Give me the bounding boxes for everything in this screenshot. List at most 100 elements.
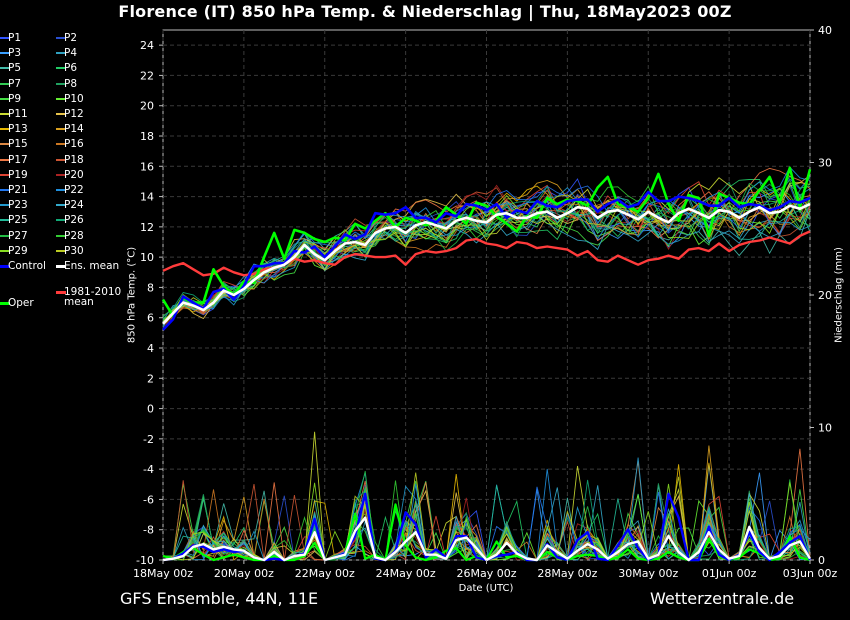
legend-swatch: [0, 249, 10, 252]
legend-swatch: [56, 52, 66, 55]
legend-label: P12: [64, 108, 84, 120]
y-tick-label: 4: [147, 342, 154, 355]
legend-label: P5: [8, 62, 22, 75]
legend-label: P13: [8, 123, 28, 136]
legend-swatch: [56, 234, 66, 237]
legend-swatch: [0, 67, 10, 70]
legend-swatch: [0, 265, 10, 268]
y-tick-label: 0: [147, 403, 154, 416]
model-caption: GFS Ensemble, 44N, 11E: [120, 589, 319, 608]
x-tick-label: 20May 00z: [214, 567, 274, 580]
legend-swatch: [56, 219, 66, 222]
legend-swatch: [0, 189, 10, 191]
legend-swatch: [56, 204, 66, 207]
legend-label: P21: [8, 184, 28, 196]
y2-tick-label: 10: [818, 422, 832, 435]
y-tick-label: 12: [140, 221, 154, 234]
member-temp-line-p21: [162, 185, 811, 328]
y-tick-label: 20: [140, 100, 154, 113]
legend-swatch: [0, 128, 10, 131]
oper-temp-line: [161, 166, 812, 318]
y-tick-label: -4: [143, 463, 154, 476]
legend-label: mean: [64, 296, 94, 309]
y2-tick-label: 20: [818, 289, 832, 302]
legend-label: 1981-2010: [64, 286, 122, 299]
legend-label: P8: [64, 77, 78, 90]
legend-label: P4: [64, 47, 78, 60]
y-tick-label: -2: [143, 433, 154, 446]
legend-label: P25: [8, 214, 28, 227]
legend-label: P11: [8, 108, 28, 120]
x-tick-label: 28May 00z: [537, 567, 597, 580]
legend-label: P14: [64, 123, 84, 136]
y-tick-label: 8: [147, 281, 154, 294]
legend-swatch: [56, 158, 66, 161]
y2-tick-label: 30: [818, 157, 832, 170]
legend-label: P18: [64, 153, 84, 166]
legend-label: P22: [64, 184, 84, 196]
legend-swatch: [56, 37, 66, 39]
x-tick-label: 24May 00z: [376, 567, 436, 580]
y-tick-label: 10: [140, 251, 154, 264]
legend-label: Control: [8, 260, 46, 272]
x-tick-label: 30May 00z: [618, 567, 678, 580]
legend-swatch: [56, 265, 66, 268]
y-tick-label: 6: [147, 312, 154, 325]
legend-label: P30: [64, 244, 84, 257]
legend-swatch: [56, 67, 66, 70]
legend-swatch: [0, 82, 10, 85]
axis-tick-labels: -10-8-6-4-202468101214161820222401020304…: [133, 24, 837, 580]
legend-swatch: [0, 37, 10, 39]
legend-label: P27: [8, 229, 28, 242]
legend-label: P29: [8, 244, 28, 257]
legend-label: Oper: [8, 297, 34, 310]
site-caption: Wetterzentrale.de: [650, 589, 795, 608]
grid: [162, 30, 811, 561]
legend-label: P7: [8, 77, 22, 90]
x-axis-label: Date (UTC): [458, 583, 514, 594]
y2-tick-label: 0: [818, 554, 825, 567]
legend-swatch: [56, 97, 66, 100]
main-series: [161, 166, 812, 562]
legend-label: P15: [8, 138, 28, 151]
member-temp-line-p20: [162, 184, 811, 326]
legend-swatch: [0, 52, 10, 55]
legend-label: P9: [8, 92, 22, 105]
legend-swatch: [0, 234, 10, 237]
legend-swatch: [0, 143, 10, 146]
legend-label: Ens. mean: [64, 260, 120, 272]
legend-swatch: [0, 97, 10, 100]
control-temp-line: [162, 190, 811, 331]
y-tick-label: 24: [140, 39, 154, 52]
member-temp-line-p4: [162, 183, 811, 321]
y-tick-label: 14: [140, 191, 154, 204]
legend-swatch: [0, 158, 10, 161]
chart-title: Florence (IT) 850 hPa Temp. & Niederschl…: [118, 2, 732, 21]
legend-label: P24: [64, 199, 84, 212]
y2-axis-label: Niederschlag (mm): [833, 247, 845, 343]
legend-swatch: [56, 189, 66, 191]
legend-label: P16: [64, 138, 84, 151]
legend-swatch: [56, 128, 66, 131]
member-temp-line-p24: [162, 194, 811, 323]
x-tick-label: 26May 00z: [456, 567, 516, 580]
legend-swatch: [56, 173, 66, 176]
legend-swatch: [56, 291, 66, 295]
legend-swatch: [0, 219, 10, 222]
legend-label: P23: [8, 199, 28, 212]
legend-swatch: [56, 113, 66, 115]
legend-label: P6: [64, 62, 78, 75]
y2-tick-label: 40: [818, 24, 832, 37]
y-tick-label: 16: [140, 160, 154, 173]
legend-swatch: [0, 302, 10, 306]
legend-swatch: [0, 113, 10, 115]
ens-mean-temp-line: [162, 202, 811, 325]
y-tick-label: -6: [143, 493, 154, 506]
legend-swatch: [56, 82, 66, 85]
x-tick-label: 22May 00z: [295, 567, 355, 580]
y-tick-label: 18: [140, 130, 154, 143]
x-tick-label: 01Jun 00z: [702, 567, 757, 580]
legend-label: P19: [8, 168, 28, 181]
x-tick-label: 18May 00z: [133, 567, 193, 580]
